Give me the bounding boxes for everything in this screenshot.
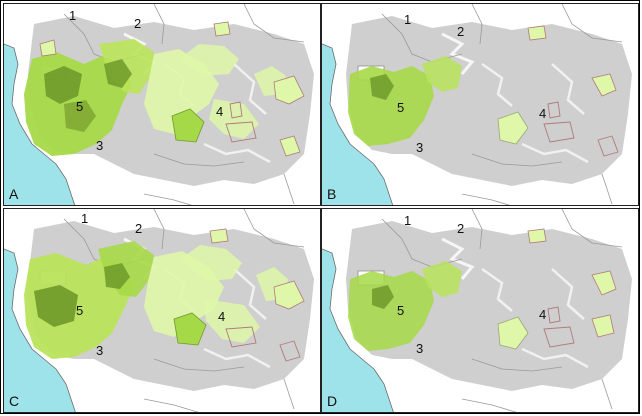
- region-label-3: 3: [96, 343, 104, 358]
- suitability-overlay-a: [24, 21, 305, 157]
- suitability-overlay-c: [24, 228, 305, 362]
- map-panel-a: 1 2 3 4 5 A: [3, 3, 321, 206]
- suitability-overlay-b: [348, 25, 619, 157]
- map-panel-d: 1 2 3 4 5 D: [321, 208, 639, 413]
- region-label-2: 2: [457, 24, 465, 39]
- map-b: [322, 4, 638, 205]
- region-label-5: 5: [76, 303, 84, 318]
- region-label-4: 4: [539, 106, 547, 121]
- map-c: [4, 209, 320, 412]
- region-label-3: 3: [416, 140, 424, 155]
- region-label-5: 5: [397, 100, 405, 115]
- region-label-2: 2: [457, 221, 465, 236]
- region-label-5: 5: [76, 99, 84, 114]
- region-label-4: 4: [216, 104, 224, 119]
- region-label-2: 2: [134, 16, 142, 31]
- map-d: [322, 209, 638, 412]
- panel-letter: A: [9, 186, 19, 202]
- panel-letter: B: [327, 186, 337, 202]
- region-label-1: 1: [404, 12, 412, 27]
- map-panel-b: 1 2 3 4 5 B: [321, 3, 639, 206]
- region-label-1: 1: [404, 213, 412, 228]
- region-label-3: 3: [96, 138, 104, 153]
- map-a: [4, 4, 320, 205]
- panel-letter: C: [9, 393, 20, 409]
- suitability-overlay-d: [348, 228, 617, 351]
- map-panel-c: 1 2 3 4 5 C: [3, 208, 321, 413]
- region-label-4: 4: [218, 309, 226, 324]
- region-label-1: 1: [81, 211, 89, 226]
- region-label-1: 1: [69, 8, 77, 23]
- panel-letter: D: [327, 393, 338, 409]
- region-label-2: 2: [135, 221, 143, 236]
- region-label-3: 3: [416, 341, 424, 356]
- region-label-5: 5: [397, 303, 405, 318]
- region-label-4: 4: [539, 307, 547, 322]
